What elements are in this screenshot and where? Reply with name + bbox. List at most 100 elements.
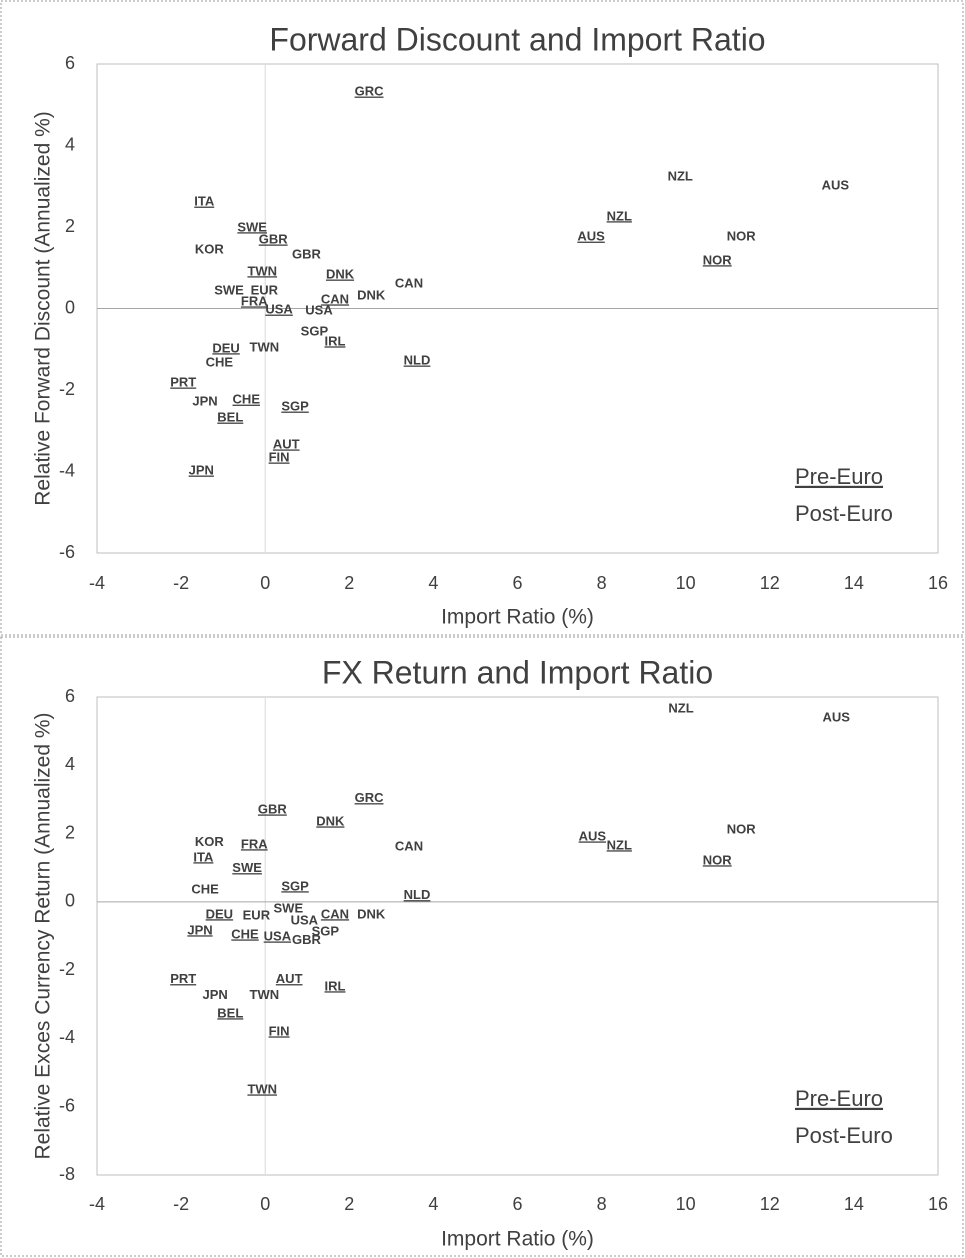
point-label: CAN (321, 906, 349, 921)
point-label: JPN (189, 463, 214, 478)
point-label: TWN (250, 987, 280, 1002)
point-label: GBR (292, 932, 322, 947)
chart-title: Forward Discount and Import Ratio (269, 21, 765, 57)
point-label: DNK (316, 813, 345, 828)
point-label: FRA (241, 293, 268, 308)
point-label: USA (291, 912, 319, 927)
point-label: CAN (395, 275, 423, 290)
point-label: USA (265, 302, 293, 317)
y-tick-label: -2 (59, 959, 75, 979)
point-label: DEU (212, 340, 239, 355)
point-label: JPN (192, 393, 217, 408)
point-label: AUS (822, 177, 850, 192)
point-label: JPN (187, 922, 212, 937)
point-label: NOR (727, 821, 757, 836)
legend-entry: Pre-Euro (795, 464, 883, 489)
x-tick-label: 0 (260, 573, 270, 593)
point-label: NLD (404, 887, 431, 902)
point-label: SGP (281, 878, 309, 893)
x-tick-label: 8 (597, 1194, 607, 1214)
point-label: DNK (326, 267, 355, 282)
y-tick-label: -6 (59, 542, 75, 562)
x-tick-label: 14 (844, 573, 864, 593)
x-tick-label: 2 (344, 573, 354, 593)
plot-area (96, 696, 939, 1176)
point-label: TWN (247, 1081, 277, 1096)
y-tick-label: -2 (59, 379, 75, 399)
panel-border (0, 636, 964, 1257)
x-tick-label: 4 (428, 1194, 438, 1214)
x-tick-label: 14 (844, 1194, 864, 1214)
point-label: NOR (703, 252, 733, 267)
y-tick-label: -6 (59, 1095, 75, 1115)
point-label: AUT (276, 971, 303, 986)
point-label: SGP (281, 399, 309, 414)
x-tick-label: 6 (512, 573, 522, 593)
x-tick-label: 10 (676, 573, 696, 593)
point-label: CHE (191, 881, 219, 896)
point-label: CAN (321, 291, 349, 306)
point-label: GRC (355, 84, 385, 99)
point-label: SGP (312, 923, 340, 938)
y-tick-label: 4 (65, 134, 75, 154)
point-label: NZL (607, 837, 632, 852)
point-label: GRC (355, 790, 385, 805)
point-label: EUR (251, 282, 279, 297)
point-label: DNK (357, 287, 386, 302)
x-tick-label: -2 (173, 573, 189, 593)
point-label: KOR (195, 834, 225, 849)
x-tick-label: 16 (928, 1194, 948, 1214)
y-tick-label: 6 (65, 686, 75, 706)
point-label: AUS (579, 828, 607, 843)
x-tick-label: 0 (260, 1194, 270, 1214)
point-label: FIN (269, 1023, 290, 1038)
point-label: AUS (823, 709, 851, 724)
point-label: SWE (237, 219, 267, 234)
y-tick-label: 6 (65, 53, 75, 73)
point-label: NLD (404, 353, 431, 368)
y-tick-label: -8 (59, 1164, 75, 1184)
point-label: IRL (325, 978, 346, 993)
x-tick-label: -2 (173, 1194, 189, 1214)
point-label: DNK (357, 906, 386, 921)
point-label: CHE (231, 926, 259, 941)
x-tick-label: 12 (760, 1194, 780, 1214)
point-label: SWE (232, 860, 262, 875)
y-tick-label: 2 (65, 216, 75, 236)
y-tick-label: -4 (59, 1027, 75, 1047)
y-tick-label: 0 (65, 891, 75, 911)
point-label: EUR (243, 907, 271, 922)
y-axis-title: Relative Exces Currency Return (Annualiz… (32, 712, 55, 1159)
x-tick-label: 12 (760, 573, 780, 593)
legend-entry: Post-Euro (795, 1123, 893, 1148)
point-label: SGP (301, 324, 329, 339)
panel-border (0, 0, 964, 636)
point-label: SWE (274, 900, 304, 915)
chart-title: FX Return and Import Ratio (322, 654, 713, 690)
x-axis-title: Import Ratio (%) (441, 606, 594, 629)
point-label: ITA (194, 194, 215, 209)
point-label: NOR (727, 229, 757, 244)
x-tick-label: 6 (512, 1194, 522, 1214)
y-tick-label: 4 (65, 754, 75, 774)
x-axis-title: Import Ratio (%) (441, 1228, 594, 1251)
point-label: NZL (668, 700, 693, 715)
point-label: KOR (195, 241, 225, 256)
x-tick-label: -4 (89, 1194, 105, 1214)
y-tick-label: 2 (65, 822, 75, 842)
y-tick-label: -4 (59, 460, 75, 480)
point-label: GBR (259, 231, 289, 246)
y-tick-label: 0 (65, 297, 75, 317)
x-tick-label: 10 (676, 1194, 696, 1214)
x-tick-label: 4 (428, 573, 438, 593)
point-label: SWE (214, 282, 244, 297)
x-tick-label: -4 (89, 573, 105, 593)
point-label: TWN (250, 339, 280, 354)
point-label: AUT (273, 436, 300, 451)
point-label: DEU (206, 906, 233, 921)
x-tick-label: 2 (344, 1194, 354, 1214)
point-label: FIN (269, 449, 290, 464)
point-label: BEL (217, 1005, 243, 1020)
y-axis-title: Relative Forward Discount (Annualized %) (32, 111, 55, 506)
